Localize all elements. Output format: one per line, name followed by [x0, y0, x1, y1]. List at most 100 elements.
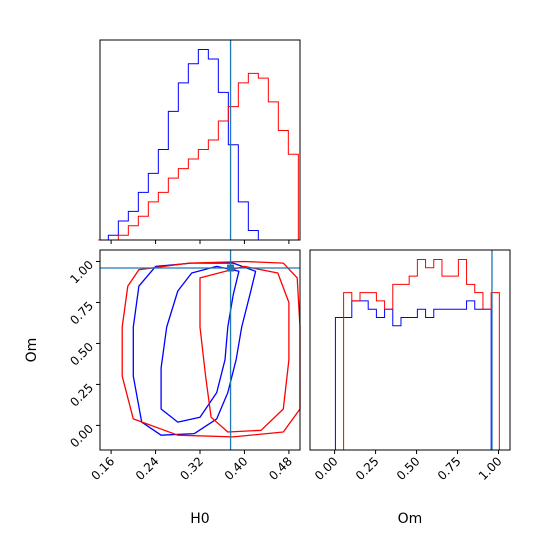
h0-hist-bin-2-7 [158, 192, 168, 240]
h0-hist-bin-1-9 [178, 83, 188, 240]
om-hist-bin-2-5 [360, 293, 368, 450]
truth-point [227, 264, 235, 272]
om-hist-bin-2-10 [401, 284, 409, 450]
om-hist-bin-1-5 [360, 301, 368, 450]
om-hist-bin-1-16 [450, 309, 458, 450]
om-hist-bin-1-13 [426, 317, 434, 450]
h0-hist-bin-1-2 [108, 235, 118, 240]
h0-hist-bin-1-13 [218, 92, 228, 240]
om-hist-bin-2-6 [368, 293, 376, 450]
om-histograms [327, 259, 508, 451]
panel-h0-marginal [98, 39, 301, 244]
om-marginal-tick-label-5: 1.00 [476, 454, 505, 483]
h0-hist-bin-2-13 [218, 121, 228, 240]
h0-hist-bin-1-3 [118, 221, 128, 240]
om-hist-bin-2-16 [450, 276, 458, 450]
h0-hist-bin-1-11 [198, 50, 208, 240]
om-hist-bin-2-13 [426, 268, 434, 450]
om-hist-bin-2-19 [475, 293, 483, 450]
om-marginal-tick-label-3: 0.50 [394, 454, 423, 483]
h0-hist-bin-1-6 [148, 173, 158, 240]
om-tick-label-2: 0.25 [67, 381, 96, 410]
h0-axis-ticks: 0.16 0.24 0.32 0.40 0.48 [88, 450, 295, 483]
y-axis-label-om: Om [24, 338, 40, 363]
om-hist-bin-1-19 [475, 309, 483, 450]
om-hist-series-1 [327, 300, 508, 451]
om-hist-bin-1-18 [467, 301, 475, 450]
om-tick-label-4: 0.75 [67, 299, 96, 328]
om-hist-bin-1-7 [376, 317, 384, 450]
om-hist-bin-1-6 [368, 309, 376, 450]
contour-series-1-level-1 [132, 262, 257, 436]
om-hist-bin-1-20 [483, 309, 491, 450]
om-marginal-tick-label-2: 0.25 [353, 454, 382, 483]
om-hist-bin-1-10 [401, 317, 409, 450]
h0-hist-bin-1-7 [158, 150, 168, 240]
om-hist-bin-2-15 [442, 276, 450, 450]
h0-hist-bin-2-11 [198, 150, 208, 240]
om-hist-bin-2-8 [385, 309, 393, 450]
h0-tick-label-3: 0.32 [177, 454, 206, 483]
om-hist-bin-1-2 [335, 317, 343, 450]
om-hist-bin-2-11 [409, 276, 417, 450]
x-axis-label-h0: H0 [190, 511, 209, 527]
h0-hist-bin-1-16 [248, 230, 258, 240]
om-hist-bin-1-3 [344, 317, 352, 450]
contour-series-1-level-2 [160, 265, 240, 423]
h0-hist-bin-2-5 [138, 216, 148, 240]
contour-series-2-level-2 [199, 265, 290, 433]
h0-tick-label-5: 0.48 [266, 454, 295, 483]
h0-hist-bin-2-19 [278, 130, 288, 240]
h0-tick-label-4: 0.40 [222, 454, 251, 483]
om-hist-bin-2-14 [434, 260, 442, 450]
om-hist-bin-2-9 [393, 284, 401, 450]
h0-hist-series-1 [98, 49, 299, 241]
om-hist-bin-1-15 [442, 309, 450, 450]
om-hist-bin-1-14 [434, 309, 442, 450]
om-hist-bin-2-17 [458, 260, 466, 450]
panel-om-marginal: 0.00 0.25 0.50 0.75 1.00 Om [309, 249, 511, 527]
om-hist-bin-2-20 [483, 309, 491, 450]
h0-hist-bin-1-8 [168, 111, 178, 240]
h0-hist-bin-1-12 [208, 59, 218, 240]
h0-tick-label-2: 0.24 [133, 454, 162, 483]
contour-series-2-level-1 [121, 260, 301, 438]
om-tick-label-1: 0.00 [67, 422, 96, 451]
h0-hist-bin-2-12 [208, 140, 218, 240]
om-hist-bin-1-9 [393, 326, 401, 450]
h0-hist-bin-2-14 [228, 107, 238, 240]
h0-hist-bin-2-16 [248, 73, 258, 240]
om-hist-bin-2-18 [467, 284, 475, 450]
om-hist-bin-1-11 [409, 317, 417, 450]
om-tick-label-5: 1.00 [67, 258, 96, 287]
h0-hist-bin-2-4 [128, 226, 138, 240]
om-hist-bin-2-12 [417, 260, 425, 450]
om-marginal-tick-label-4: 0.75 [435, 454, 464, 483]
contour-frame [99, 249, 301, 451]
h0-hist-bin-2-8 [168, 178, 178, 240]
om-tick-label-3: 0.50 [67, 340, 96, 369]
h0-hist-bin-1-15 [238, 202, 248, 240]
h0-hist-bin-2-9 [178, 169, 188, 240]
h0-hist-bin-2-20 [288, 154, 298, 240]
h0-histograms [98, 49, 299, 241]
h0-tick-label-1: 0.16 [88, 454, 117, 483]
h0-hist-bin-2-18 [268, 102, 278, 240]
h0-hist-bin-2-6 [148, 202, 158, 240]
h0-hist-bin-2-3 [118, 235, 128, 240]
h0-marginal-ticks [110, 240, 290, 244]
panel-h0-om-contour: 0.16 0.24 0.32 0.40 0.48 0.00 0.25 0.50 0.75 1.0… [24, 249, 301, 527]
om-hist-bin-2-4 [352, 301, 360, 450]
h0-hist-series-2 [98, 72, 299, 241]
om-marginal-frame [309, 249, 511, 451]
contour-series [121, 260, 301, 438]
om-marginal-ticks: 0.00 0.25 0.50 0.75 1.00 [312, 450, 505, 483]
h0-marginal-frame [99, 39, 301, 241]
om-hist-bin-1-17 [458, 309, 466, 450]
om-axis-ticks: 0.00 0.25 0.50 0.75 1.00 [67, 258, 100, 451]
om-marginal-tick-label-1: 0.00 [312, 454, 341, 483]
om-hist-bin-1-8 [385, 309, 393, 450]
om-hist-bin-1-4 [352, 301, 360, 450]
om-hist-bin-2-3 [344, 293, 352, 450]
